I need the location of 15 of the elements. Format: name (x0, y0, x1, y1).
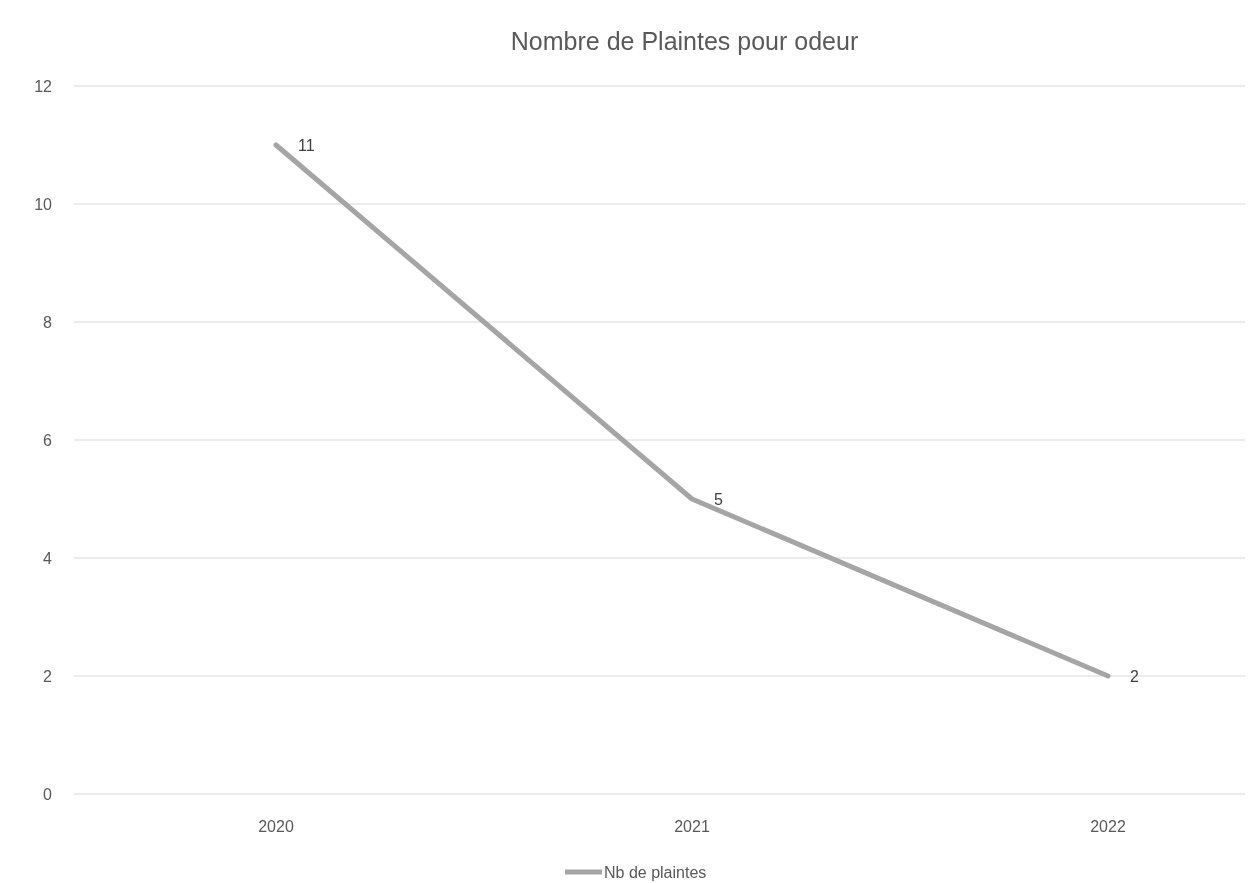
y-tick-label: 0 (43, 786, 53, 803)
y-tick-label: 12 (34, 78, 53, 95)
data-label: 11 (298, 137, 315, 154)
y-tick-label: 6 (43, 432, 53, 449)
x-tick-label: 2021 (674, 818, 710, 835)
y-tick-label: 10 (34, 196, 53, 213)
legend-label: Nb de plaintes (604, 864, 707, 881)
chart-title: Nombre de Plaintes pour odeur (510, 27, 859, 55)
x-tick-label: 2020 (258, 818, 294, 835)
y-tick-label: 4 (43, 550, 53, 567)
y-tick-label: 8 (43, 314, 53, 331)
data-label: 2 (1130, 668, 1139, 685)
data-label: 5 (714, 491, 723, 508)
x-tick-label: 2022 (1090, 818, 1126, 835)
y-tick-label: 2 (43, 668, 53, 685)
